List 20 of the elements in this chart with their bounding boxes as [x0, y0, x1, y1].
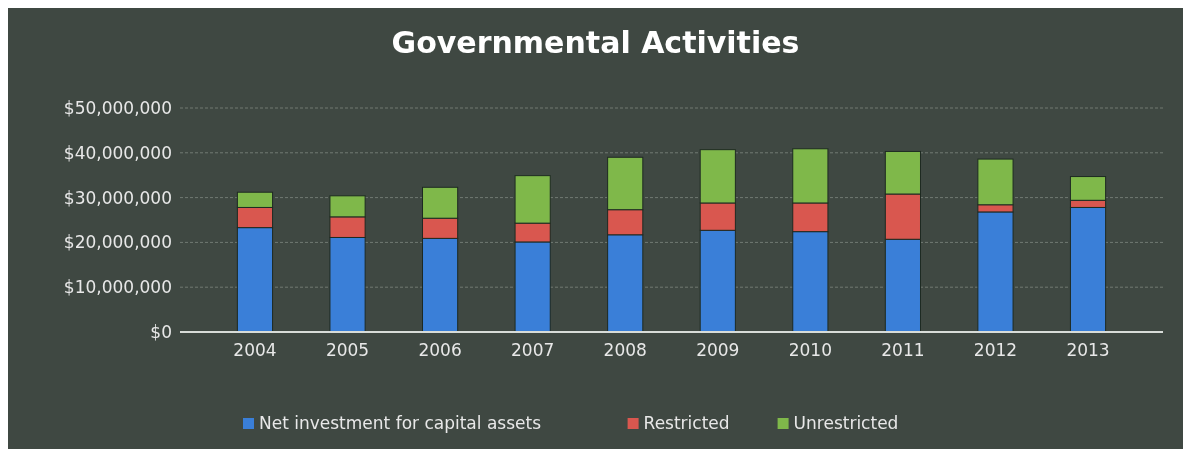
legend-label: Restricted: [643, 413, 730, 433]
x-tick-label: 2008: [603, 340, 647, 360]
y-tick-label: $40,000,000: [63, 142, 172, 163]
x-tick-label: 2010: [788, 340, 832, 360]
y-tick-label: $0: [150, 321, 172, 342]
y-tick-label: $20,000,000: [63, 232, 172, 253]
chart-title: Governmental Activities: [391, 25, 800, 60]
x-tick-label: 2013: [1066, 340, 1110, 360]
x-tick-label: 2006: [418, 340, 462, 360]
x-tick-label: 2012: [973, 340, 1018, 360]
x-tick-label: 2009: [696, 340, 740, 360]
x-tick-label: 2011: [881, 340, 925, 360]
y-tick-label: $50,000,000: [63, 97, 172, 118]
x-tick-label: 2005: [325, 340, 370, 360]
x-tick-label: 2007: [511, 340, 555, 360]
y-tick-label: $10,000,000: [63, 277, 172, 298]
y-tick-label: $30,000,000: [63, 187, 172, 208]
legend-label: Net investment for capital assets: [259, 413, 542, 433]
x-tick-label: 2004: [233, 340, 277, 360]
legend-label: Unrestricted: [793, 413, 899, 433]
